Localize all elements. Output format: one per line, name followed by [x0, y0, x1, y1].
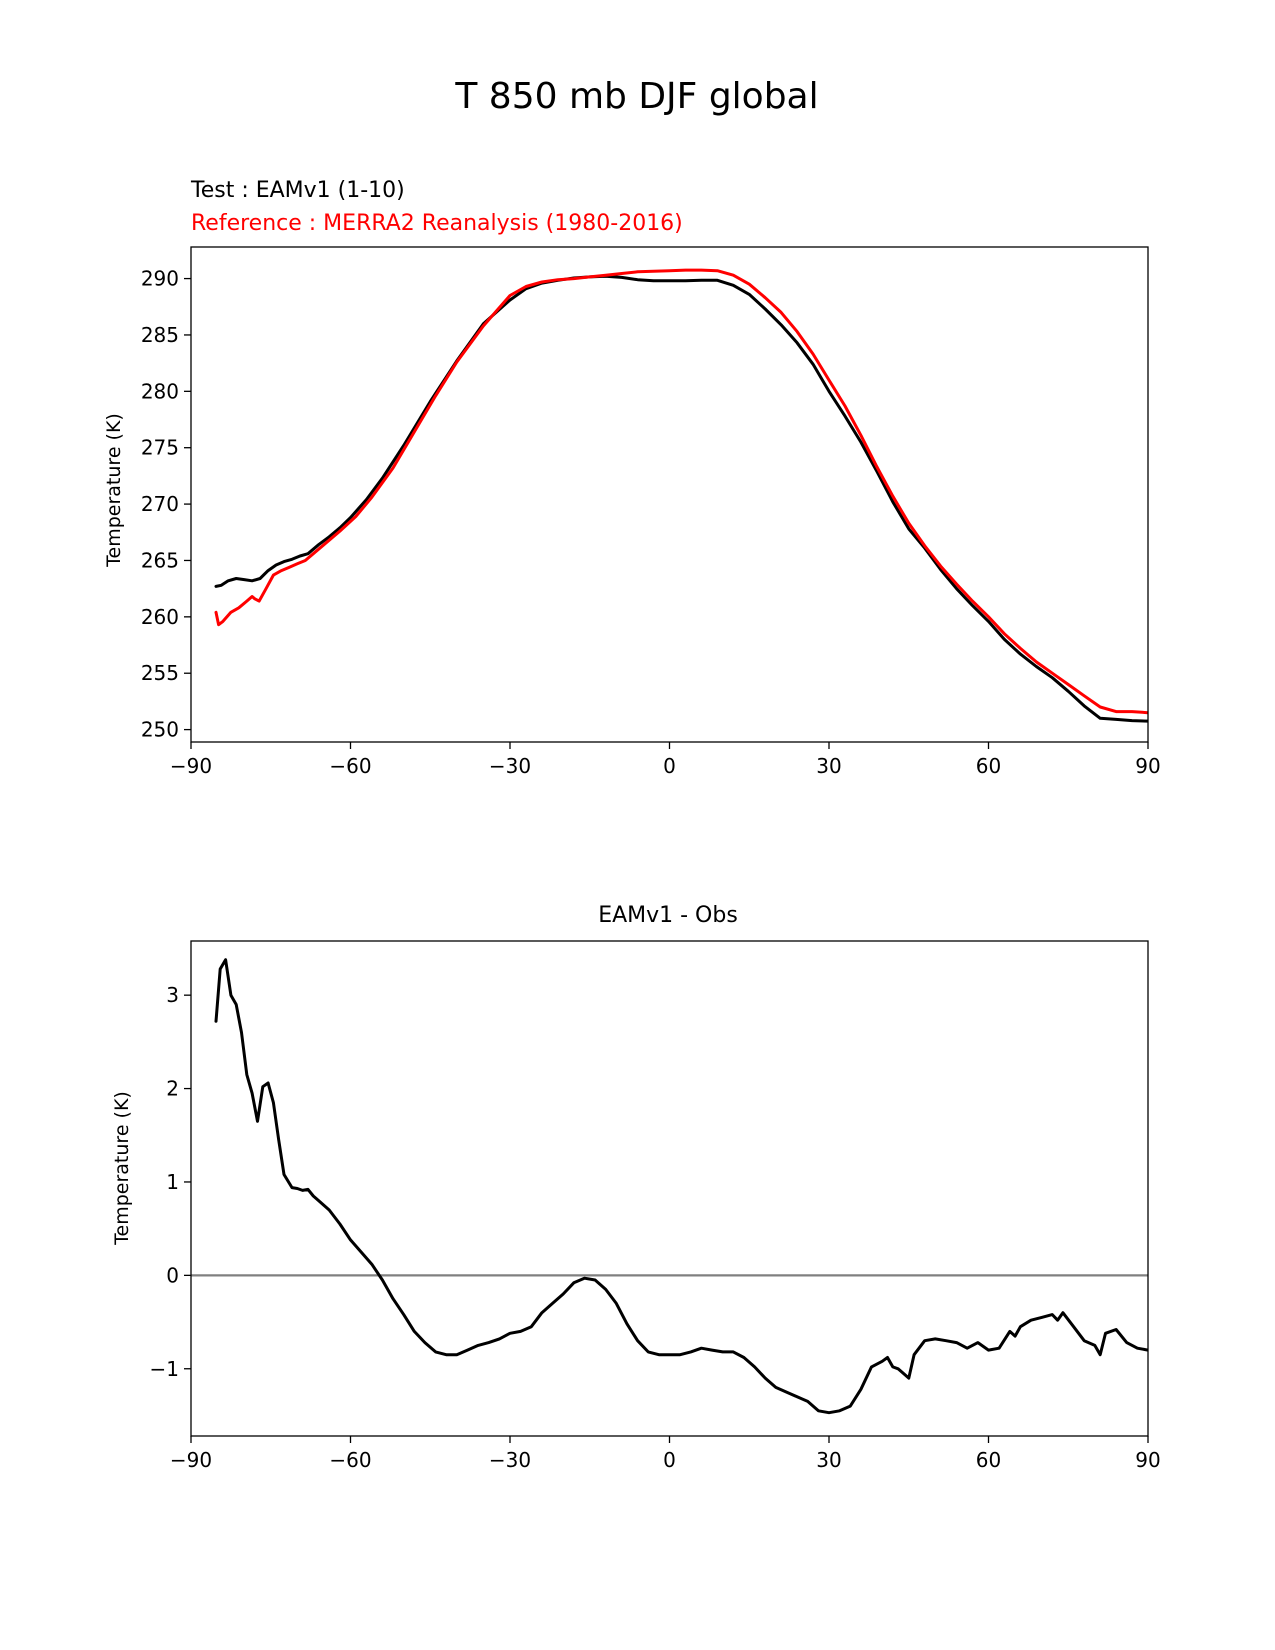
y-axis-label: Temperature (K)	[111, 1091, 133, 1246]
y-axis-label: Temperature (K)	[103, 413, 125, 568]
x-tick-label: −60	[329, 1448, 371, 1472]
y-tick-label: 290	[141, 267, 179, 291]
x-tick-label: −90	[170, 754, 212, 778]
y-tick-label: 270	[141, 492, 179, 516]
x-tick-label: 30	[816, 754, 841, 778]
panel-top-chart: Test : EAMv1 (1-10) Reference : MERRA2 R…	[103, 178, 1161, 778]
reference-label: Reference : MERRA2 Reanalysis (1980-2016…	[191, 211, 683, 236]
x-tick-label: 90	[1135, 1448, 1160, 1472]
y-tick-label: 0	[166, 1263, 179, 1287]
y-tick-label: 2	[166, 1077, 179, 1101]
series-line	[214, 958, 1148, 1415]
series-line	[214, 268, 1148, 715]
y-tick-label: 280	[141, 379, 179, 403]
x-tick-label: 60	[976, 1448, 1001, 1472]
y-tick-label: −1	[150, 1357, 179, 1381]
y-tick-label: 3	[166, 983, 179, 1007]
y-tick-label: 260	[141, 605, 179, 629]
y-tick-label: 275	[141, 436, 179, 460]
plot-frame	[190, 940, 1149, 1437]
y-tick-label: 1	[166, 1170, 179, 1194]
series-line	[214, 274, 1148, 723]
x-tick-label: 0	[663, 1448, 676, 1472]
x-tick-label: 30	[816, 1448, 841, 1472]
x-tick-label: 60	[976, 754, 1001, 778]
plot-frame	[190, 246, 1149, 743]
difference-title: EAMv1 - Obs	[598, 903, 738, 928]
figure-title: T 850 mb DJF global	[454, 76, 818, 117]
test-label: Test : EAMv1 (1-10)	[190, 178, 405, 203]
x-tick-label: −90	[170, 1448, 212, 1472]
panel-bottom-chart: EAMv1 - Obs Temperature (K) −90 −60 −30 0 30…	[111, 903, 1161, 1472]
x-tick-label: −60	[329, 754, 371, 778]
x-tick-label: 90	[1135, 754, 1160, 778]
y-tick-label: 255	[141, 661, 179, 685]
x-tick-label: −30	[489, 754, 531, 778]
x-tick-label: −30	[489, 1448, 531, 1472]
y-tick-label: 250	[141, 718, 179, 742]
y-tick-label: 285	[141, 323, 179, 347]
y-tick-label: 265	[141, 548, 179, 572]
x-tick-label: 0	[663, 754, 676, 778]
